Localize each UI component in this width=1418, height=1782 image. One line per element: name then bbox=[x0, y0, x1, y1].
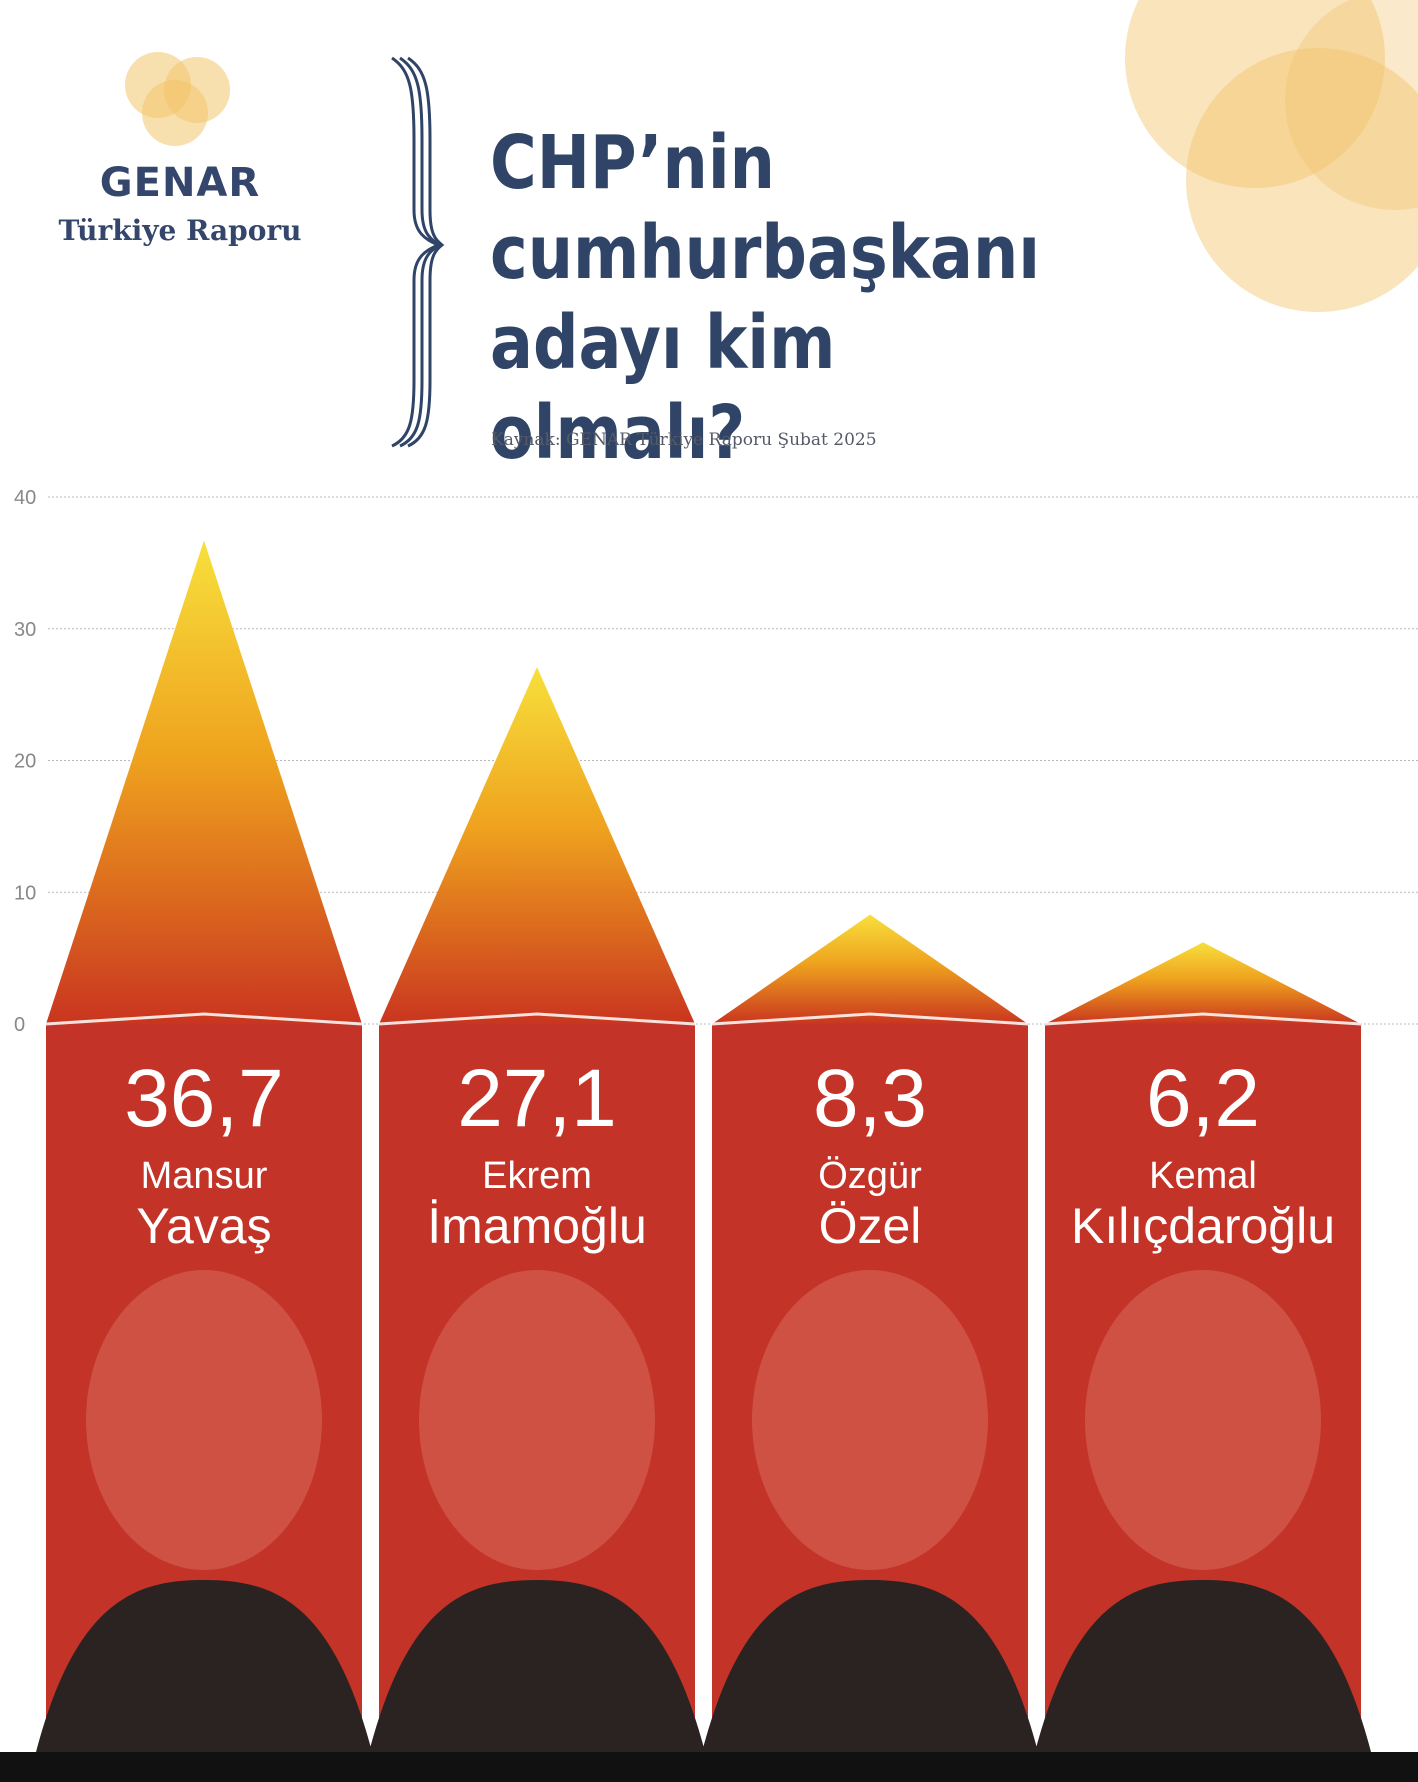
y-tick-label-30: 30 bbox=[14, 619, 36, 641]
y-tick-label-10: 10 bbox=[14, 882, 36, 904]
candidate-last-name: Kılıçdaroğlu bbox=[1070, 1198, 1336, 1254]
bar-peak-2 bbox=[712, 914, 1028, 1024]
bar-base-ridge-2 bbox=[711, 1012, 1029, 1026]
y-tick-label-40: 40 bbox=[14, 487, 36, 509]
portrait-head-0 bbox=[86, 1270, 322, 1570]
brand-subtitle: Türkiye Raporu bbox=[58, 214, 302, 247]
accent-circle-3 bbox=[1285, 0, 1418, 210]
title-line-2: cumhurbaşkanı bbox=[490, 210, 1041, 296]
bar-base-ridge-1 bbox=[378, 1012, 696, 1026]
candidate-first-name: Kemal bbox=[1149, 1155, 1257, 1197]
page-title: CHP’nin cumhurbaşkanı adayı kim olmalı? bbox=[490, 118, 1092, 478]
brand-name: GENAR bbox=[99, 160, 261, 206]
candidate-first-name: Özgür bbox=[818, 1155, 922, 1197]
portrait-body-3 bbox=[1035, 1580, 1371, 1752]
accent-circle-2 bbox=[1186, 48, 1418, 312]
bar-value-label: 6,2 bbox=[1146, 1053, 1260, 1144]
candidate-last-name: Yavaş bbox=[136, 1198, 272, 1254]
title-bracket-ornament bbox=[391, 56, 445, 448]
bar-value-label: 27,1 bbox=[457, 1053, 617, 1144]
portrait-head-3 bbox=[1085, 1270, 1321, 1570]
candidate-first-name: Ekrem bbox=[482, 1155, 592, 1197]
title-line-1: CHP’nin bbox=[490, 120, 775, 206]
portrait-body-0 bbox=[36, 1580, 372, 1752]
bar-label-0: 36,7 Mansur Yavaş bbox=[46, 1053, 362, 1255]
bar-label-3: 6,2 Kemal Kılıçdaroğlu bbox=[1045, 1053, 1361, 1255]
brand-logo-circles bbox=[125, 52, 230, 146]
y-tick-label-0: 0 bbox=[14, 1014, 25, 1036]
portrait-body-1 bbox=[369, 1580, 705, 1752]
brand-block: GENAR Türkiye Raporu bbox=[30, 160, 330, 247]
corner-accent-circles bbox=[1125, 0, 1418, 312]
accent-circle-1 bbox=[1125, 0, 1385, 188]
portrait-body-2 bbox=[702, 1580, 1038, 1752]
y-tick-label-20: 20 bbox=[14, 751, 36, 773]
candidate-last-name: Özel bbox=[818, 1198, 922, 1254]
bar-label-1: 27,1 Ekrem İmamoğlu bbox=[379, 1053, 695, 1255]
portrait-head-2 bbox=[752, 1270, 988, 1570]
bar-peak-3 bbox=[1045, 942, 1361, 1024]
bar-chart: 0 10 20 30 40 bbox=[14, 487, 1418, 1752]
bar-value-label: 36,7 bbox=[124, 1053, 284, 1144]
bar-value-label: 8,3 bbox=[813, 1053, 927, 1144]
candidate-first-name: Mansur bbox=[140, 1155, 268, 1197]
bar-base-ridge-0 bbox=[45, 1012, 363, 1026]
portrait-head-1 bbox=[419, 1270, 655, 1570]
bar-peak-0 bbox=[46, 540, 362, 1024]
footer-strip bbox=[0, 1752, 1418, 1782]
title-line-3: adayı kim olmalı? bbox=[490, 300, 836, 476]
bar-base-ridge-3 bbox=[1044, 1012, 1362, 1026]
source-note: Kaynak: GENAR Türkiye Raporu Şubat 2025 bbox=[491, 430, 877, 450]
candidate-last-name: İmamoğlu bbox=[427, 1198, 647, 1254]
bar-label-2: 8,3 Özgür Özel bbox=[712, 1053, 1028, 1255]
bar-peak-1 bbox=[379, 666, 695, 1024]
logo-circle-3 bbox=[142, 80, 208, 146]
